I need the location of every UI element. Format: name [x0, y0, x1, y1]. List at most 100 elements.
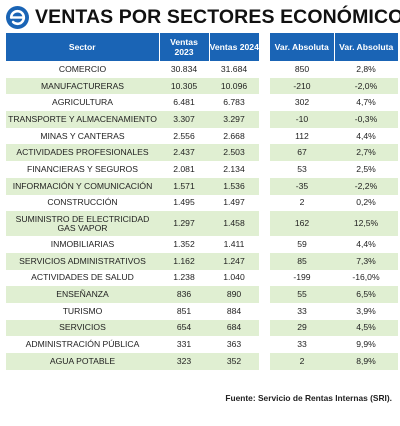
sector-cell: TRANSPORTE Y ALMACENAMIENTO: [6, 111, 159, 128]
ventas-2024-cell: 10.096: [209, 77, 259, 95]
var-absoluta-cell: -210: [270, 77, 334, 95]
column-header-var-absoluta-2: Var. Absoluta: [333, 33, 398, 61]
ventas-2024-cell: 6.783: [223, 97, 245, 108]
ventas-2024-cell: 890: [209, 286, 259, 303]
table-row: AGRICULTURA 6.481 6.783: [6, 94, 259, 111]
sector-cell: ACTIVIDADES PROFESIONALES: [6, 144, 159, 162]
table-row: TRANSPORTE Y ALMACENAMIENTO 3.307 3.297: [6, 111, 259, 128]
ventas-2024-cell: 1.247: [209, 252, 259, 270]
sector-cell: SERVICIOS ADMINISTRATIVOS: [6, 252, 159, 270]
sector-cell: MINAS Y CANTERAS: [40, 130, 125, 141]
ventas-2023-cell: 1.238: [173, 272, 195, 283]
table-row: -210 -2,0%: [270, 77, 398, 95]
table-row: 53 2,5%: [270, 161, 398, 178]
sales-table: Sector Ventas 2023 Ventas 2024 COMERCIO 3…: [6, 33, 259, 370]
table-row: CONSTRUCCIÓN 1.495 1.497: [6, 195, 259, 212]
ventas-2023-cell: 331: [176, 339, 192, 350]
table-row: 59 4,4%: [270, 236, 398, 253]
var-absoluta-cell: 53: [297, 163, 307, 174]
column-header-ventas-2023: Ventas 2023: [158, 33, 209, 61]
var-porcentual-cell: 3,9%: [356, 305, 376, 316]
sector-cell: ADMINISTRACIÓN PÚBLICA: [25, 339, 140, 350]
table-row: INMOBILIARIAS 1.352 1.411: [6, 236, 259, 253]
var-porcentual-cell: 2,8%: [356, 63, 376, 74]
table-row: 850 2,8%: [270, 61, 398, 78]
table-row: MANUFACTURERAS 10.305 10.096: [6, 77, 259, 95]
ventas-2023-cell: 2.437: [159, 144, 209, 162]
ventas-2024-cell: 2.668: [223, 130, 245, 141]
table-row: MINAS Y CANTERAS 2.556 2.668: [6, 128, 259, 145]
var-absoluta-cell: 162: [270, 211, 334, 237]
sector-cell: INMOBILIARIAS: [50, 239, 115, 250]
ventas-2024-cell: 31.684: [220, 63, 248, 74]
sales-table-header: Sector Ventas 2023 Ventas 2024: [6, 33, 259, 61]
ventas-2023-cell: 6.481: [173, 97, 195, 108]
ventas-2024-cell: 1.497: [223, 197, 245, 208]
sector-cell: SUMINISTRO DE ELECTRICIDAD GAS VAPOR: [6, 211, 159, 237]
table-row: 33 3,9%: [270, 303, 398, 320]
sector-cell: TURISMO: [62, 305, 103, 316]
ventas-2023-cell: 10.305: [159, 77, 209, 95]
var-absoluta-cell: -199: [293, 272, 311, 283]
sector-cell: INFORMACIÓN Y COMUNICACIÓN: [6, 177, 159, 195]
ventas-2024-cell: 884: [226, 305, 242, 316]
sector-cell: CONSTRUCCIÓN: [47, 197, 118, 208]
var-absoluta-cell: 85: [270, 252, 334, 270]
ventas-2023-cell: 1.297: [159, 211, 209, 237]
ventas-2023-cell: 1.495: [173, 197, 195, 208]
table-row: ACTIVIDADES DE SALUD 1.238 1.040: [6, 270, 259, 287]
table-row: SUMINISTRO DE ELECTRICIDAD GAS VAPOR 1.29…: [6, 211, 259, 237]
ventas-2023-cell: 323: [159, 353, 209, 370]
ventas-2024-cell: 1.040: [223, 272, 245, 283]
ventas-2023-cell: 851: [176, 305, 192, 316]
page-title: VENTAS POR SECTORES ECONÓMICOS: [35, 5, 400, 28]
table-row: FINANCIERAS Y SEGUROS 2.081 2.134: [6, 161, 259, 178]
var-porcentual-cell: 4,5%: [334, 319, 398, 337]
table-row: -35 -2,2%: [270, 177, 398, 195]
table-row: TURISMO 851 884: [6, 303, 259, 320]
sector-cell: MANUFACTURERAS: [6, 77, 159, 95]
var-porcentual-cell: 12,5%: [334, 211, 398, 237]
table-row: -10 -0,3%: [270, 111, 398, 128]
var-porcentual-cell: -0,3%: [334, 111, 398, 128]
var-porcentual-cell: 4,4%: [356, 130, 376, 141]
ventas-2024-cell: 3.297: [209, 111, 259, 128]
table-row: 67 2,7%: [270, 144, 398, 162]
var-absoluta-cell: 59: [297, 239, 307, 250]
ventas-2023-cell: 1.162: [159, 252, 209, 270]
var-porcentual-cell: 8,9%: [334, 353, 398, 370]
sector-cell: COMERCIO: [58, 63, 107, 74]
variation-table: Var. Absoluta Var. Absoluta 850 2,8% -210-…: [270, 33, 398, 370]
table-row: SERVICIOS 654 684: [6, 319, 259, 337]
var-absoluta-cell: 2: [270, 353, 334, 370]
ventas-2023-cell: 654: [159, 319, 209, 337]
column-header-ventas-2024: Ventas 2024: [208, 33, 259, 61]
var-porcentual-cell: 7,3%: [334, 252, 398, 270]
page-header: VENTAS POR SECTORES ECONÓMICOS: [6, 4, 400, 30]
var-absoluta-cell: 850: [294, 63, 310, 74]
ventas-2024-cell: 352: [209, 353, 259, 370]
ventas-2023-cell: 30.834: [170, 63, 198, 74]
ventas-2024-cell: 1.458: [209, 211, 259, 237]
table-row: 2 8,9%: [270, 353, 398, 370]
ventas-2023-cell: 1.571: [159, 177, 209, 195]
ventas-2024-cell: 363: [226, 339, 242, 350]
ventas-2023-cell: 3.307: [159, 111, 209, 128]
var-absoluta-cell: 55: [270, 286, 334, 303]
sector-cell: FINANCIERAS Y SEGUROS: [27, 163, 138, 174]
e-logo-icon: [6, 5, 29, 29]
var-absoluta-cell: 67: [270, 144, 334, 162]
table-row: INFORMACIÓN Y COMUNICACIÓN 1.571 1.536: [6, 177, 259, 195]
var-porcentual-cell: -16,0%: [352, 272, 380, 283]
var-porcentual-cell: -2,0%: [334, 77, 398, 95]
column-header-var-absoluta: Var. Absoluta: [270, 33, 334, 61]
var-absoluta-cell: 302: [294, 97, 310, 108]
var-porcentual-cell: 2,7%: [334, 144, 398, 162]
sector-cell: ENSEÑANZA: [6, 286, 159, 303]
table-row: 85 7,3%: [270, 252, 398, 270]
column-header-sector: Sector: [6, 33, 159, 61]
var-porcentual-cell: -2,2%: [334, 177, 398, 195]
sector-cell: AGUA POTABLE: [6, 353, 159, 370]
table-row: 162 12,5%: [270, 211, 398, 237]
var-porcentual-cell: 9,9%: [356, 339, 376, 350]
